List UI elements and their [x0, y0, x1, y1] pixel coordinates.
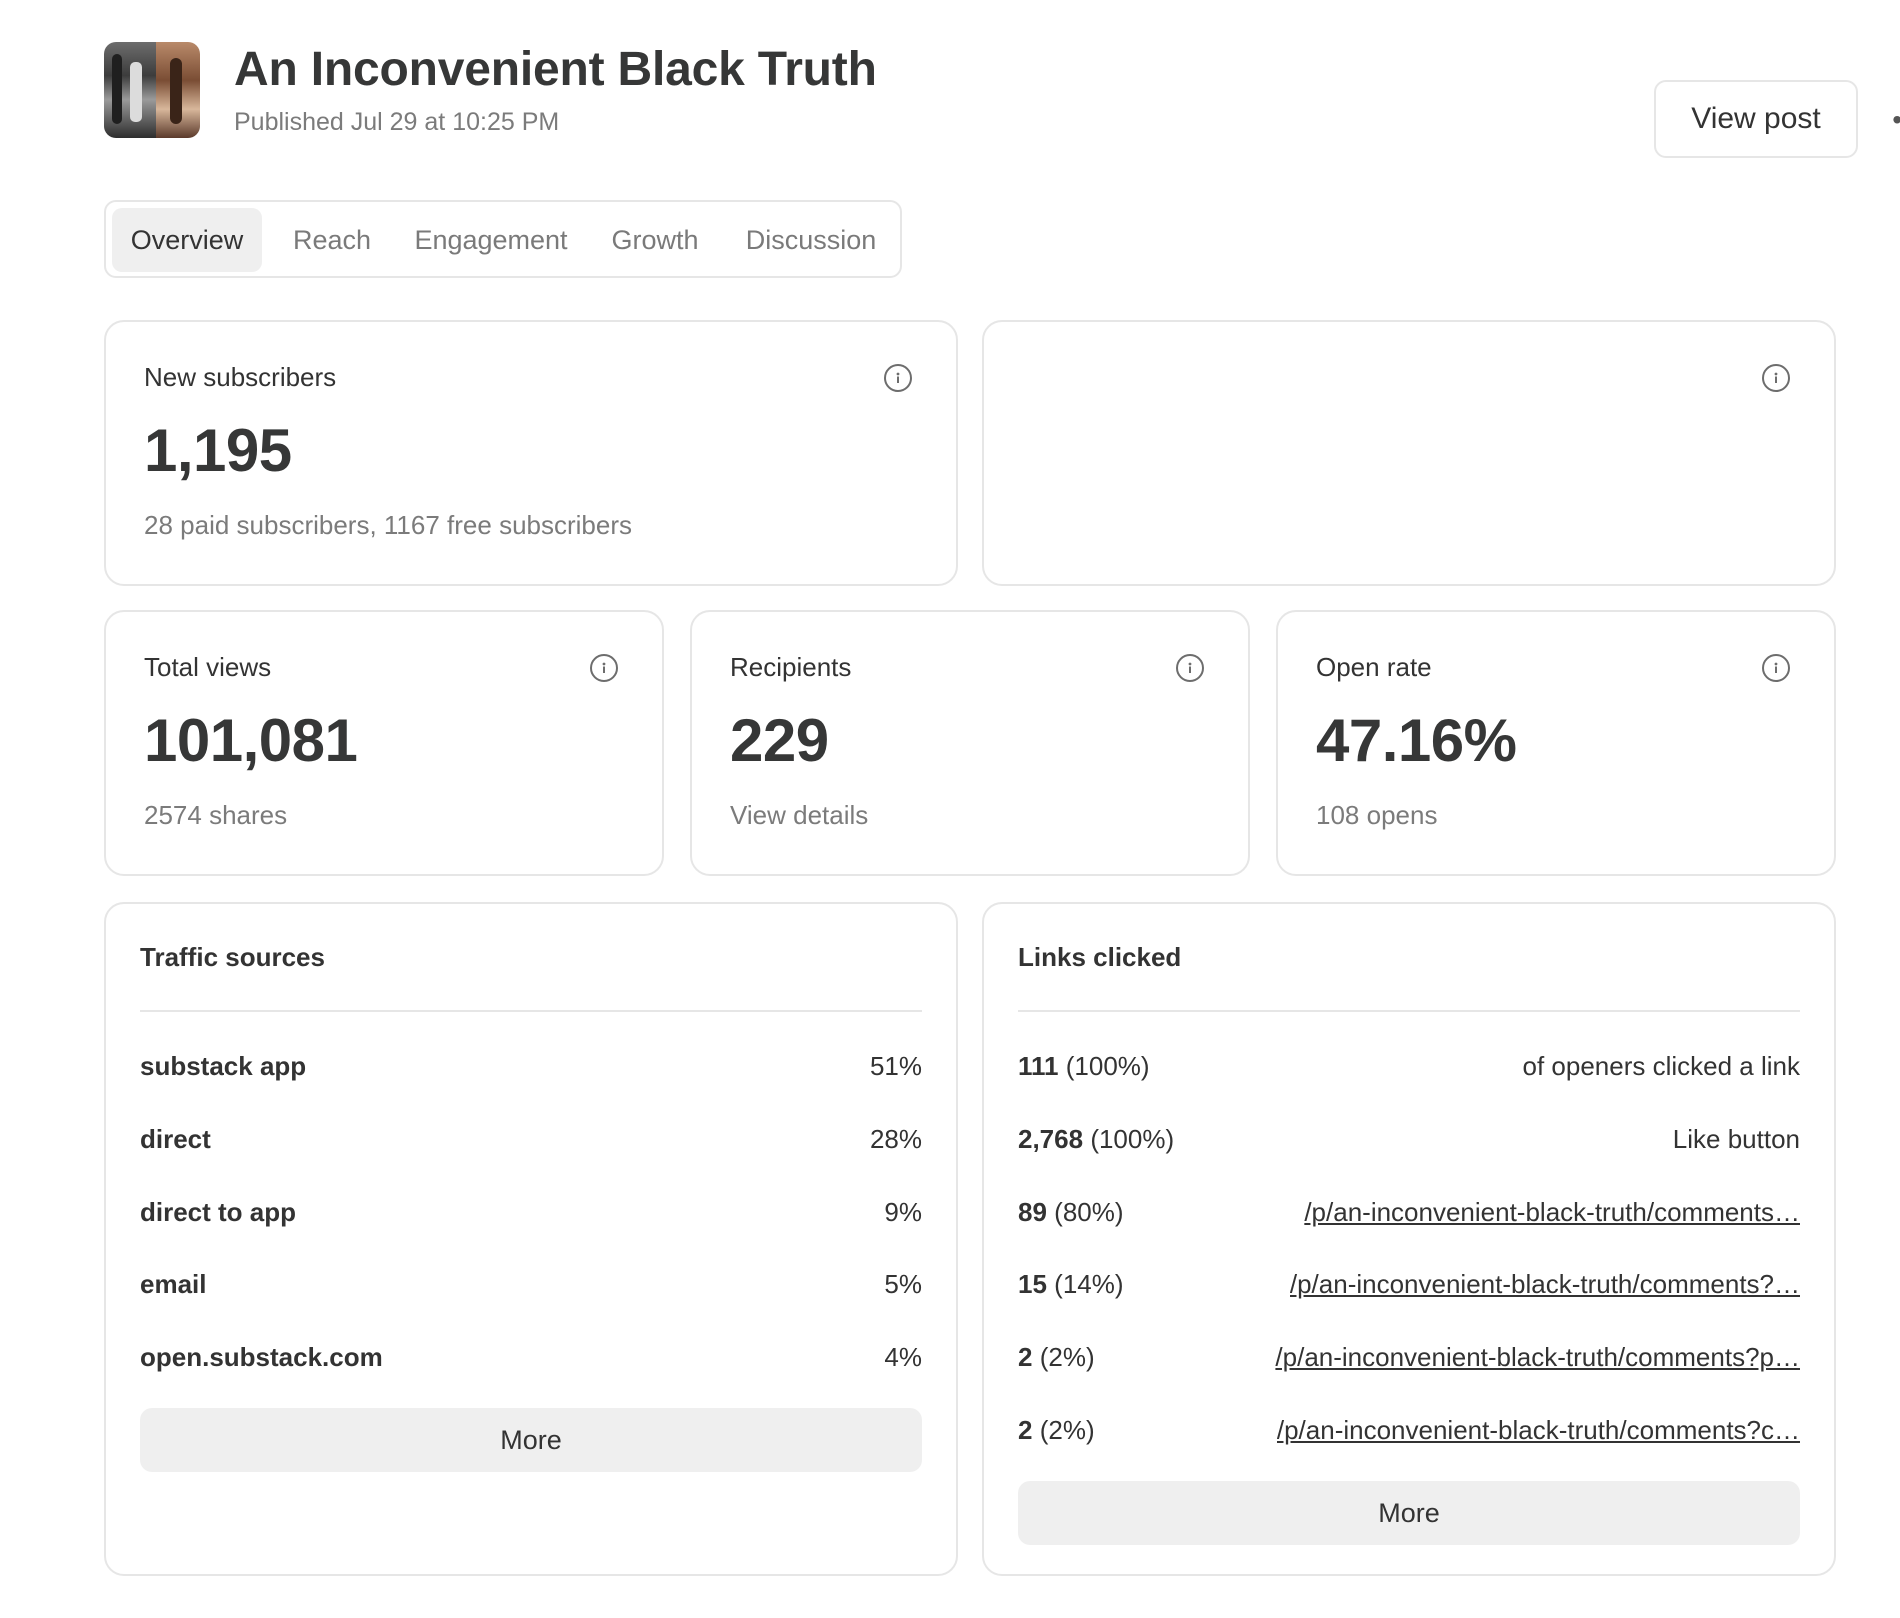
- card-subtext: 2574 shares: [144, 800, 288, 830]
- link-row: 2 (2%) /p/an-inconvenient-black-truth/co…: [1018, 1410, 1800, 1450]
- links-more-button[interactable]: More: [1018, 1481, 1800, 1545]
- source-percent: 9%: [884, 1196, 922, 1227]
- card-label: Open rate: [1316, 652, 1432, 682]
- info-icon[interactable]: [1176, 654, 1204, 682]
- source-percent: 5%: [884, 1268, 922, 1299]
- divider: [1018, 1010, 1800, 1012]
- source-percent: 51%: [869, 1050, 922, 1081]
- post-title: An Inconvenient Black Truth: [234, 43, 877, 96]
- source-percent: 4%: [884, 1341, 922, 1372]
- card-label: Total views: [144, 652, 272, 682]
- link-row: 15 (14%) /p/an-inconvenient-black-truth/…: [1018, 1264, 1800, 1304]
- link-count: 2,768 (100%): [1018, 1123, 1175, 1154]
- stats-tabs: Overview Reach Engagement Growth Discuss…: [104, 200, 902, 278]
- card-value: 1,195: [144, 417, 292, 484]
- more-dots-icon[interactable]: •••: [1890, 102, 1900, 138]
- link-url[interactable]: /p/an-inconvenient-black-truth/comments?…: [1275, 1341, 1800, 1372]
- post-header: An Inconvenient Black Truth Published Ju…: [104, 42, 1900, 158]
- link-row: 89 (80%) /p/an-inconvenient-black-truth/…: [1018, 1192, 1800, 1232]
- card-label: New subscribers: [144, 362, 337, 392]
- traffic-more-button[interactable]: More: [140, 1408, 922, 1472]
- source-name: open.substack.com: [140, 1341, 383, 1372]
- source-name: email: [140, 1268, 207, 1299]
- link-url[interactable]: /p/an-inconvenient-black-truth/comments…: [1304, 1196, 1800, 1227]
- traffic-row: email 5%: [140, 1264, 922, 1304]
- card-subtext: 28 paid subscribers, 1167 free subscribe…: [144, 510, 632, 540]
- traffic-row: direct 28%: [140, 1119, 922, 1159]
- tab-overview[interactable]: Overview: [112, 208, 262, 272]
- link-description: Like button: [1672, 1123, 1800, 1154]
- info-icon[interactable]: [1762, 654, 1790, 682]
- card-value: 229: [730, 707, 829, 774]
- source-name: direct to app: [140, 1196, 297, 1227]
- info-icon[interactable]: [1762, 364, 1790, 392]
- link-count: 89 (80%): [1018, 1196, 1124, 1227]
- tab-discussion[interactable]: Discussion: [745, 224, 877, 255]
- view-post-button[interactable]: View post: [1654, 80, 1858, 158]
- link-url[interactable]: /p/an-inconvenient-black-truth/comments?…: [1276, 1414, 1800, 1445]
- tab-reach[interactable]: Reach: [292, 224, 372, 255]
- link-count: 2 (2%): [1018, 1341, 1095, 1372]
- link-url[interactable]: /p/an-inconvenient-black-truth/comments?…: [1289, 1268, 1800, 1299]
- published-date: Published Jul 29 at 10:25 PM: [234, 108, 560, 136]
- source-name: substack app: [140, 1050, 307, 1081]
- links-clicked-card: Links clicked 111 (100%) of openers clic…: [982, 902, 1836, 1576]
- links-clicked-title: Links clicked: [1018, 942, 1182, 972]
- traffic-row: substack app 51%: [140, 1046, 922, 1086]
- total-views-card: Total views 101,081 2574 shares: [104, 610, 664, 876]
- traffic-row: open.substack.com 4%: [140, 1337, 922, 1377]
- traffic-sources-card: Traffic sources substack app 51% direct …: [104, 902, 958, 1576]
- new-subscribers-card: New subscribers 1,195 28 paid subscriber…: [104, 320, 958, 586]
- card-value: 101,081: [144, 707, 358, 774]
- link-row: 111 (100%) of openers clicked a link: [1018, 1046, 1800, 1086]
- link-row: 2 (2%) /p/an-inconvenient-black-truth/co…: [1018, 1337, 1800, 1377]
- card-label: Recipients: [730, 652, 852, 682]
- link-count: 2 (2%): [1018, 1414, 1095, 1445]
- card-subtext: 108 opens: [1316, 800, 1438, 830]
- source-percent: 28%: [869, 1123, 922, 1154]
- link-count: 15 (14%): [1018, 1268, 1124, 1299]
- empty-metric-card: [982, 320, 1836, 586]
- source-name: direct: [140, 1123, 211, 1154]
- card-value: 47.16%: [1316, 707, 1517, 774]
- info-icon[interactable]: [884, 364, 912, 392]
- info-icon[interactable]: [590, 654, 618, 682]
- link-description: of openers clicked a link: [1522, 1050, 1800, 1081]
- recipients-card: Recipients 229 View details: [690, 610, 1250, 876]
- traffic-row: direct to app 9%: [140, 1192, 922, 1232]
- traffic-sources-title: Traffic sources: [140, 942, 325, 972]
- open-rate-card: Open rate 47.16% 108 opens: [1276, 610, 1836, 876]
- tab-engagement[interactable]: Engagement: [414, 224, 568, 255]
- tab-growth[interactable]: Growth: [611, 224, 699, 255]
- link-count: 111 (100%): [1018, 1050, 1150, 1081]
- view-details-link[interactable]: View details: [730, 800, 869, 830]
- divider: [140, 1010, 922, 1012]
- link-row: 2,768 (100%) Like button: [1018, 1119, 1800, 1159]
- post-thumbnail: [104, 42, 200, 138]
